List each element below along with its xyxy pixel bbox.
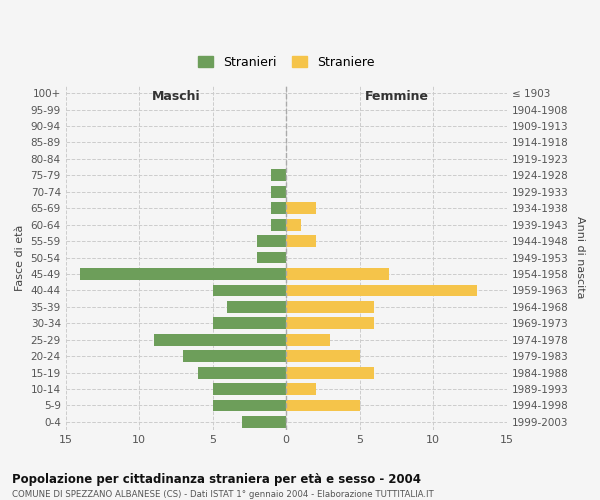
Bar [257,235,286,247]
Bar [286,235,316,247]
Text: Maschi: Maschi [152,90,200,103]
Bar [271,202,286,214]
Bar [80,268,286,280]
Bar [154,334,286,345]
Bar [271,186,286,198]
Text: Femmine: Femmine [364,90,428,103]
Text: COMUNE DI SPEZZANO ALBANESE (CS) - Dati ISTAT 1° gennaio 2004 - Elaborazione TUT: COMUNE DI SPEZZANO ALBANESE (CS) - Dati … [12,490,434,499]
Text: Popolazione per cittadinanza straniera per età e sesso - 2004: Popolazione per cittadinanza straniera p… [12,472,421,486]
Bar [286,202,316,214]
Bar [286,366,374,378]
Bar [286,383,316,395]
Bar [286,334,331,345]
Bar [227,301,286,313]
Bar [183,350,286,362]
Bar [286,219,301,230]
Bar [198,366,286,378]
Bar [286,301,374,313]
Bar [242,416,286,428]
Bar [286,400,360,411]
Bar [286,268,389,280]
Bar [212,284,286,296]
Bar [212,383,286,395]
Legend: Stranieri, Straniere: Stranieri, Straniere [192,50,380,76]
Bar [257,252,286,264]
Bar [286,318,374,329]
Y-axis label: Anni di nascita: Anni di nascita [575,216,585,299]
Bar [286,284,478,296]
Bar [212,400,286,411]
Bar [286,350,360,362]
Bar [271,219,286,230]
Bar [271,170,286,181]
Y-axis label: Fasce di età: Fasce di età [15,224,25,290]
Bar [212,318,286,329]
